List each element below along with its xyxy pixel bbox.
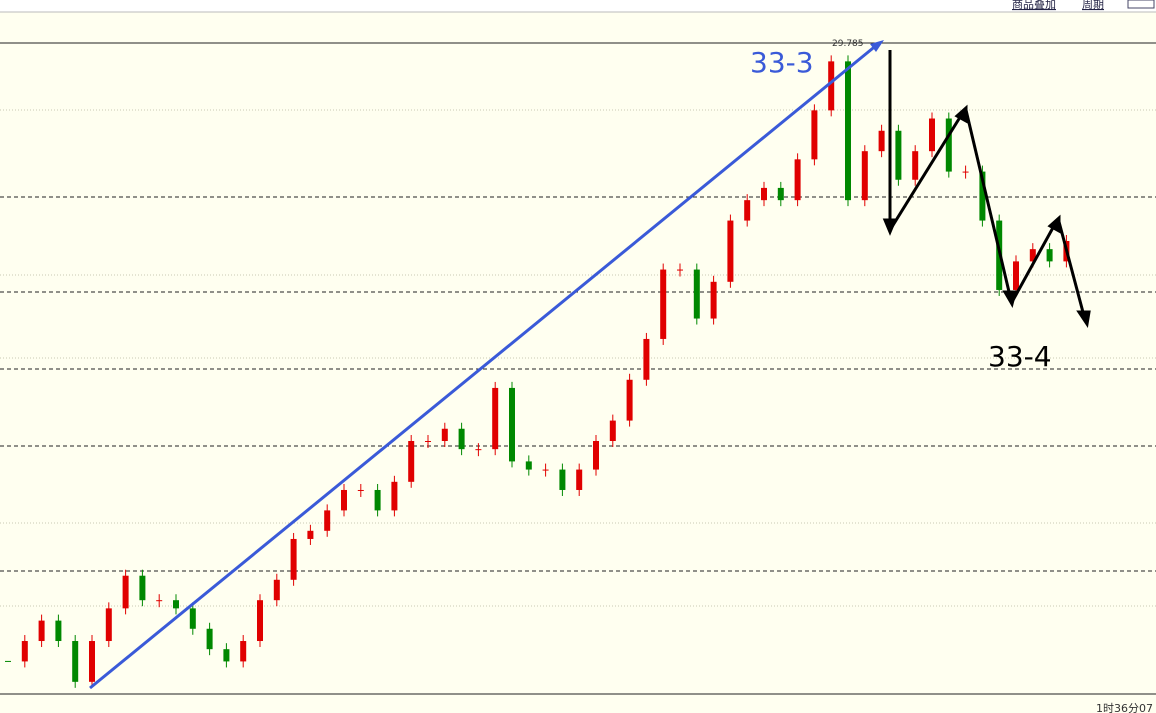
- candle-body: [21, 641, 28, 662]
- candle-body: [945, 118, 952, 172]
- candle-body: [660, 269, 667, 339]
- candle-body: [693, 269, 700, 319]
- toolbar-item[interactable]: 周期: [1082, 0, 1104, 11]
- candle-body: [374, 489, 381, 511]
- candle-body: [72, 641, 79, 682]
- candle-body: [89, 641, 95, 682]
- candle-body: [1029, 249, 1036, 262]
- candle-body: [509, 387, 515, 462]
- levels: [0, 196, 1156, 572]
- candle-body: [710, 281, 717, 319]
- candle-body: [761, 187, 767, 201]
- candle-body: [156, 600, 163, 602]
- candle-body: [677, 269, 683, 271]
- candle-body: [542, 469, 549, 471]
- candle-body: [307, 530, 314, 539]
- candle-body: [324, 510, 331, 531]
- annotation: 33-3: [750, 46, 814, 79]
- candle-body: [441, 428, 448, 441]
- candle-body: [525, 461, 532, 470]
- peak-label: 29.785: [832, 39, 864, 49]
- candle-body: [845, 61, 851, 201]
- candle-body: [727, 220, 734, 282]
- candle-body: [475, 449, 482, 451]
- candle-body: [189, 608, 196, 629]
- annotation: 33-4: [988, 340, 1052, 373]
- trend-arrow: [89, 42, 879, 690]
- candle-body: [912, 151, 919, 180]
- candle-body: [341, 489, 347, 511]
- candle-body: [290, 538, 297, 580]
- candle-body: [458, 428, 465, 450]
- candle-body: [979, 171, 986, 221]
- candle-body: [878, 130, 885, 152]
- candle-body: [38, 620, 45, 642]
- candle-body: [122, 575, 129, 609]
- candle-body: [777, 187, 784, 201]
- candle-body: [744, 200, 751, 221]
- toolbar-item[interactable]: 商品叠加: [1012, 0, 1056, 11]
- candle-body: [828, 61, 835, 111]
- candle-body: [559, 469, 566, 490]
- candle-body: [240, 641, 247, 662]
- candle-body: [257, 600, 263, 642]
- candle-body: [962, 171, 969, 173]
- toolbar-icon[interactable]: [1127, 0, 1155, 9]
- candle-body: [273, 579, 280, 601]
- candle-body: [593, 440, 599, 470]
- candle-body: [609, 420, 616, 441]
- toolbar-band: [0, 0, 1156, 12]
- candle-body: [206, 628, 213, 650]
- arrow-head: [870, 40, 884, 52]
- candle-body: [643, 338, 650, 380]
- candle-body: [55, 620, 62, 642]
- candles: [5, 55, 1070, 688]
- candle-body: [1046, 249, 1053, 262]
- candle-body: [1013, 261, 1019, 290]
- candle-body: [139, 575, 146, 601]
- candle-body: [391, 481, 398, 511]
- candle-body: [895, 130, 902, 180]
- candle-body: [861, 151, 868, 201]
- candle-body: [811, 110, 818, 160]
- candle-body: [929, 118, 935, 152]
- time-label: 1时36分07: [1096, 702, 1153, 713]
- candle-body: [626, 379, 633, 421]
- candle-body: [408, 440, 415, 482]
- candle-body: [173, 600, 179, 609]
- wave-arrows: [882, 50, 1091, 328]
- candle-body: [223, 649, 230, 662]
- candle-body: [794, 159, 801, 201]
- candle-body: [357, 489, 364, 491]
- candle-body: [576, 469, 583, 490]
- candle-body: [425, 440, 431, 442]
- candle-body: [492, 387, 499, 450]
- candle-body: [105, 608, 112, 642]
